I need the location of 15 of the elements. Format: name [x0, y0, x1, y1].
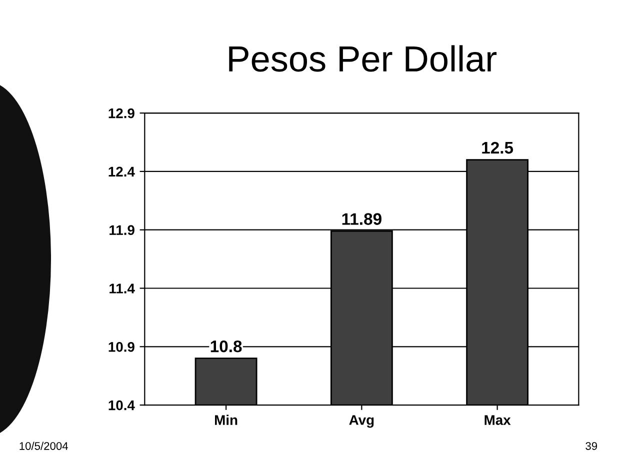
y-tick-label: 10.4	[108, 400, 135, 410]
text: 39	[586, 442, 598, 450]
x-tick-label: Avg	[349, 415, 374, 428]
y-tick-label: 10.9	[108, 342, 134, 352]
x-tick-label: Max	[484, 415, 511, 425]
data-label: 11.89	[342, 213, 382, 225]
y-tick-label: 12.4	[108, 166, 135, 176]
data-label: 10.8	[210, 340, 242, 352]
chart-title: Pesos Per Dollar	[229, 45, 497, 72]
y-tick-label: 11.4	[110, 284, 135, 294]
text: 10/5/2004	[20, 442, 68, 450]
y-tick-label: 12.9	[108, 108, 134, 118]
x-tick-label: Min	[215, 414, 238, 425]
data-label: 12.5	[482, 142, 514, 154]
y-tick-label: 11.9	[110, 225, 134, 236]
